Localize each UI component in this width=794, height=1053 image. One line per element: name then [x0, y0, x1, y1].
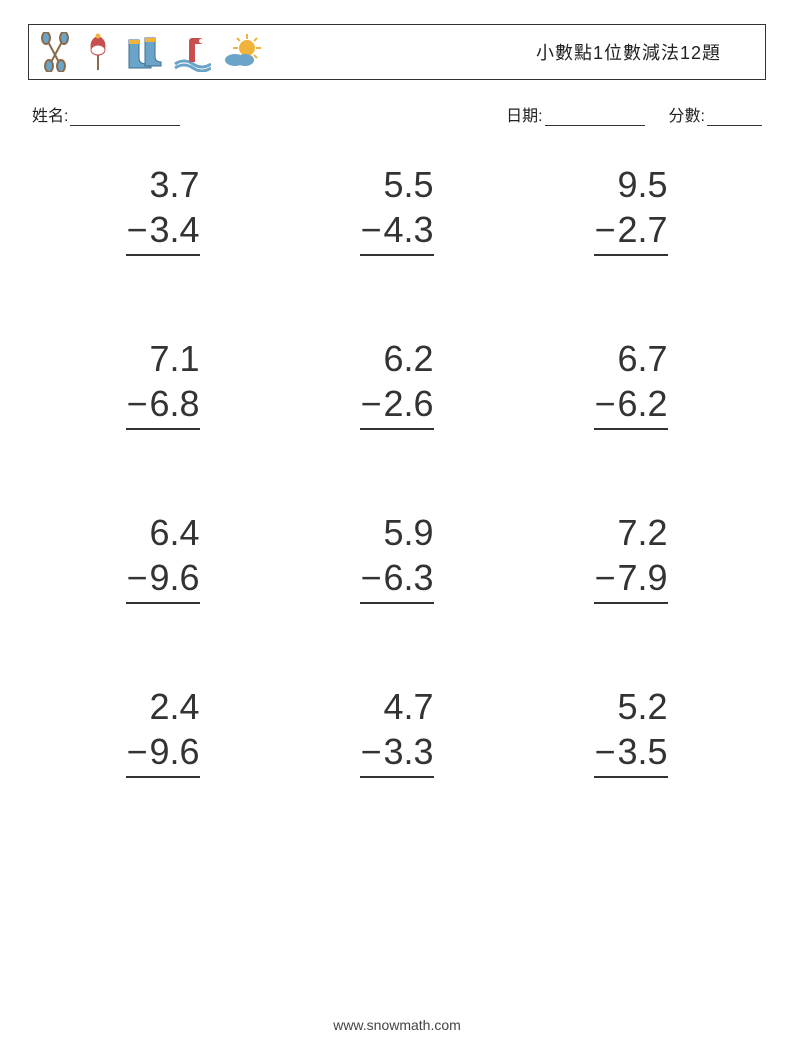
score-field: 分數: — [669, 102, 762, 126]
problem-bottom: −7.9 — [594, 555, 667, 604]
subtrahend: 9.6 — [149, 731, 199, 772]
boots-icon — [123, 32, 163, 72]
problem-12: 5.2−3.5 — [534, 684, 728, 778]
problem-10: 2.4−9.6 — [66, 684, 260, 778]
problem-11: 4.7−3.3 — [300, 684, 494, 778]
problem-bottom: −6.8 — [126, 381, 199, 430]
operator: − — [594, 557, 615, 598]
date-label: 日期: — [506, 102, 542, 126]
problem-bottom: −9.6 — [126, 729, 199, 778]
problem-top: 3.7 — [126, 162, 199, 207]
subtrahend: 3.5 — [617, 731, 667, 772]
problem-bottom: −3.4 — [126, 207, 199, 256]
paddles-icon — [37, 32, 73, 72]
subtrahend: 7.9 — [617, 557, 667, 598]
info-row: 姓名: 日期: 分數: — [28, 102, 766, 126]
subtrahend: 9.6 — [149, 557, 199, 598]
problem-top: 5.9 — [360, 510, 433, 555]
sun-cloud-icon — [221, 32, 265, 72]
problem-top: 6.2 — [360, 336, 433, 381]
problem-bottom: −2.7 — [594, 207, 667, 256]
problem-top: 9.5 — [594, 162, 667, 207]
operator: − — [360, 383, 381, 424]
problem-bottom: −3.5 — [594, 729, 667, 778]
operator: − — [126, 383, 147, 424]
subtrahend: 2.7 — [617, 209, 667, 250]
problem-top: 2.4 — [126, 684, 199, 729]
date-blank — [545, 108, 645, 126]
problem-top: 5.2 — [594, 684, 667, 729]
problem-top: 7.2 — [594, 510, 667, 555]
problem-4: 7.1−6.8 — [66, 336, 260, 430]
header-box: 小數點1位數減法12題 — [28, 24, 766, 80]
problems-grid: 3.7−3.45.5−4.39.5−2.77.1−6.86.2−2.66.7−6… — [28, 162, 766, 778]
problem-7: 6.4−9.6 — [66, 510, 260, 604]
operator: − — [360, 557, 381, 598]
subtrahend: 2.6 — [383, 383, 433, 424]
problem-6: 6.7−6.2 — [534, 336, 728, 430]
problem-top: 6.4 — [126, 510, 199, 555]
footer-url: www.snowmath.com — [0, 1017, 794, 1033]
name-label: 姓名: — [32, 102, 68, 126]
score-blank — [707, 108, 762, 126]
problem-2: 5.5−4.3 — [300, 162, 494, 256]
problem-1: 3.7−3.4 — [66, 162, 260, 256]
problem-3: 9.5−2.7 — [534, 162, 728, 256]
date-field: 日期: — [506, 102, 644, 126]
problem-bottom: −2.6 — [360, 381, 433, 430]
problem-top: 6.7 — [594, 336, 667, 381]
problem-top: 4.7 — [360, 684, 433, 729]
subtrahend: 3.4 — [149, 209, 199, 250]
operator: − — [126, 209, 147, 250]
worksheet-title: 小數點1位數減法12題 — [536, 39, 721, 65]
problem-bottom: −6.2 — [594, 381, 667, 430]
name-blank — [70, 108, 180, 126]
problem-5: 6.2−2.6 — [300, 336, 494, 430]
subtrahend: 6.2 — [617, 383, 667, 424]
subtrahend: 3.3 — [383, 731, 433, 772]
score-label: 分數: — [669, 102, 705, 126]
problem-bottom: −9.6 — [126, 555, 199, 604]
problem-bottom: −4.3 — [360, 207, 433, 256]
operator: − — [594, 731, 615, 772]
subtrahend: 6.3 — [383, 557, 433, 598]
operator: − — [360, 209, 381, 250]
operator: − — [360, 731, 381, 772]
problem-8: 5.9−6.3 — [300, 510, 494, 604]
periscope-icon — [173, 32, 211, 72]
problem-9: 7.2−7.9 — [534, 510, 728, 604]
problem-top: 7.1 — [126, 336, 199, 381]
problem-bottom: −6.3 — [360, 555, 433, 604]
operator: − — [126, 557, 147, 598]
operator: − — [594, 383, 615, 424]
subtrahend: 6.8 — [149, 383, 199, 424]
icons-strip — [37, 32, 265, 72]
operator: − — [126, 731, 147, 772]
subtrahend: 4.3 — [383, 209, 433, 250]
float-icon — [83, 32, 113, 72]
problem-top: 5.5 — [360, 162, 433, 207]
name-field: 姓名: — [32, 102, 180, 126]
problem-bottom: −3.3 — [360, 729, 433, 778]
operator: − — [594, 209, 615, 250]
